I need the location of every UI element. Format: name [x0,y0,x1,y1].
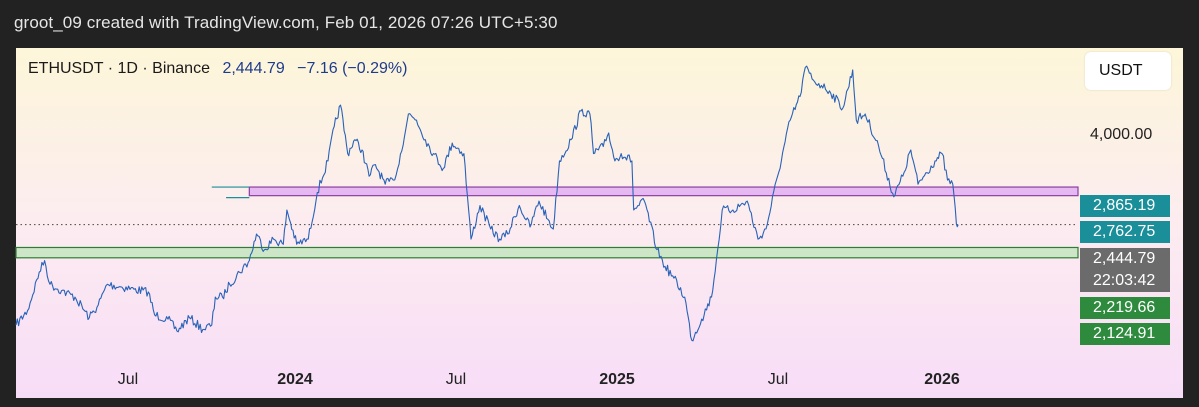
price-change-value: −7.16 (−0.29%) [297,60,408,77]
price-tag: 2,865.19 [1080,195,1170,217]
header-bar: groot_09 created with TradingView.com, F… [0,0,1199,48]
time-axis-label: Jul [767,371,789,388]
last-price-value: 2,444.79 [222,60,285,77]
currency-button[interactable]: USDT [1085,52,1171,90]
time-axis-label: Jul [117,371,139,388]
price-tag: 2,124.91 [1080,323,1170,345]
symbol-legend: ETHUSDT · 1D · Binance 2,444.79 −7.16 (−… [28,60,407,78]
resistance-zone[interactable] [248,186,1079,197]
price-series-line [15,65,959,342]
price-tag: 2,219.66 [1080,297,1170,319]
time-axis-label: 2024 [277,371,313,388]
support-zone[interactable] [15,246,1079,259]
time-axis-label: 2025 [599,371,635,388]
symbol-label: ETHUSDT · 1D · Binance [28,60,210,77]
chart-pane[interactable] [16,48,1183,398]
price-tag: 22:03:42 [1080,270,1170,292]
time-axis-label: 2026 [924,371,960,388]
price-tag: 2,762.75 [1080,221,1170,243]
time-axis-label: Jul [445,371,467,388]
price-axis-label: 4,000.00 [1090,126,1153,143]
price-tag: 2,444.79 [1080,248,1170,270]
attribution-text: groot_09 created with TradingView.com, F… [14,13,558,32]
